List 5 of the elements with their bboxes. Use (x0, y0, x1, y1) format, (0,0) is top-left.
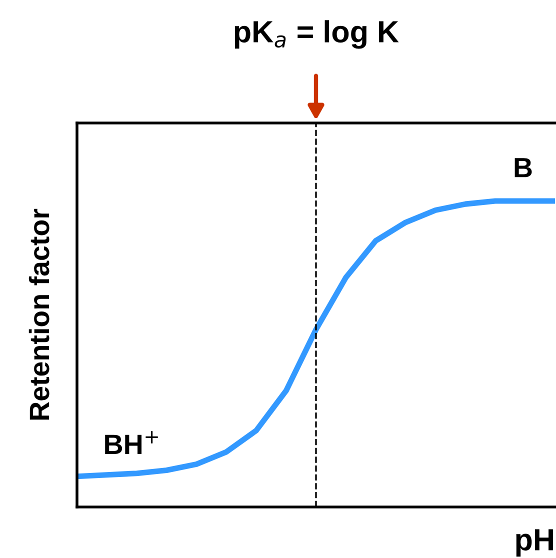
annotation: BH$^{+}$ (105, 431, 158, 454)
y-axis-title: Retention factor (28, 208, 50, 420)
text: pK$_{a}$ = log K (234, 20, 399, 49)
x-axis-title: pH (516, 529, 553, 557)
text: B (514, 158, 532, 178)
